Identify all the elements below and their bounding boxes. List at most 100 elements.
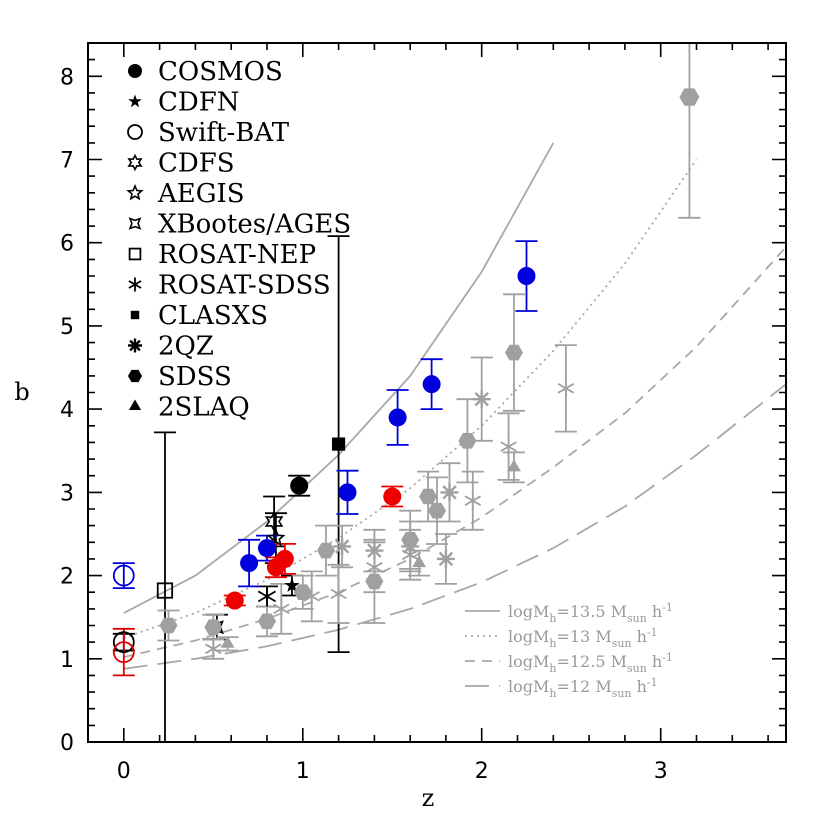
data-point-43: [419, 488, 438, 505]
data-point-48: [220, 635, 235, 648]
data-point-2: [112, 631, 135, 654]
y-tick-label: 8: [60, 65, 74, 90]
data-point-28: [500, 437, 517, 456]
y-tick-label: 0: [60, 731, 74, 756]
data-point-47: [679, 88, 700, 106]
axis-ticks: 0 1 2 3 0 1 2 3 4 5 6 7 8: [60, 42, 786, 784]
legend-marker-6: [128, 247, 142, 261]
data-point-15: [422, 375, 441, 394]
data-point-29: [557, 379, 575, 398]
data-point-31: [365, 541, 384, 560]
data-point-30: [333, 537, 352, 556]
y-tick-label: 7: [60, 149, 74, 174]
data-point-45: [458, 433, 477, 449]
tick-marks: [88, 42, 786, 743]
legend-marker-5: [128, 217, 142, 230]
data-point-34: [440, 483, 459, 502]
data-point-40: [317, 542, 335, 559]
data-point-46: [505, 344, 523, 361]
data-point-8: [331, 437, 346, 451]
x-tick-label: 1: [296, 759, 310, 784]
data-point-44: [428, 502, 446, 519]
data-point-3: [264, 510, 284, 533]
legend-label-5: XBootes/AGES: [158, 210, 351, 240]
data-point-41: [365, 573, 384, 590]
legend-marker-8: [130, 310, 140, 320]
y-tick-label: 1: [60, 648, 74, 673]
legend-label-2: Swift-BAT: [158, 118, 290, 148]
data-point-20: [383, 487, 402, 506]
error-bar-47: [678, 43, 701, 219]
y-tick-label: 2: [60, 565, 74, 590]
data-point-39: [293, 584, 312, 600]
legend-label-6: ROSAT-NEP: [158, 240, 316, 270]
y-tick-label: 5: [60, 315, 74, 340]
data-point-22: [273, 599, 290, 618]
data-point-49: [412, 555, 426, 568]
legend-marker-9: [128, 338, 142, 353]
model-curve-1: [123, 158, 698, 639]
legend-label-11: 2SLAQ: [158, 393, 250, 423]
legend-label-8: CLASXS: [158, 301, 268, 331]
data-point-21: [205, 639, 222, 658]
data-point-50: [507, 459, 521, 472]
data-point-1: [284, 577, 300, 592]
y-tick-label: 3: [60, 481, 74, 506]
data-point-24: [330, 584, 347, 603]
data-point-12: [257, 539, 276, 558]
legend-marker-2: [127, 124, 143, 140]
model-legend-label-1: logMh=13 Msun h-1: [508, 626, 658, 650]
data-point-16: [517, 267, 536, 285]
legend-label-3: CDFS: [158, 149, 235, 179]
legend-marker-7: [128, 277, 142, 292]
y-tick-label: 4: [60, 398, 74, 423]
model-legend-label-0: logMh=13.5 Msun h-1: [508, 601, 673, 625]
data-point-27: [464, 491, 482, 510]
x-tick-label: 3: [654, 759, 668, 784]
x-tick-label: 0: [117, 759, 131, 784]
data-point-37: [204, 619, 223, 635]
data-point-10: [112, 641, 135, 664]
legend-marker-11: [128, 399, 142, 410]
legend-marker-3: [127, 153, 143, 172]
model-legend-label-3: logMh=12 Msun h-1: [508, 676, 658, 700]
x-axis-label: z: [422, 784, 435, 812]
legend-marker-0: [128, 64, 142, 78]
legend-label-9: 2QZ: [158, 332, 214, 362]
data-point-17: [225, 591, 244, 610]
error-bar-9: [112, 562, 135, 589]
data-point-42: [401, 532, 420, 548]
x-tick-label: 2: [475, 759, 489, 784]
data-point-36: [159, 617, 178, 634]
y-axis-label: b: [14, 378, 29, 406]
data-point-19: [275, 549, 294, 568]
model-curve-3: [123, 383, 786, 670]
legend-label-7: ROSAT-SDSS: [158, 271, 331, 301]
data-point-13: [338, 483, 357, 502]
data-point-9: [112, 564, 135, 587]
legend-marker-4: [126, 183, 144, 201]
y-tick-label: 6: [60, 232, 74, 257]
data-point-11: [240, 554, 259, 573]
data-point-6: [156, 582, 174, 599]
legend-marker-10: [128, 369, 142, 383]
data-markers: [112, 88, 700, 664]
model-legend-label-2: logMh=12.5 Msun h-1: [508, 651, 673, 675]
data-point-7: [257, 586, 277, 607]
legend-label-1: CDFN: [158, 88, 240, 118]
legend-marker-1: [128, 94, 142, 108]
error-bars: [112, 43, 701, 743]
legend-label-0: COSMOS: [158, 57, 283, 87]
data-point-38: [258, 613, 276, 630]
data-point-35: [472, 390, 491, 409]
legend-label-4: AEGIS: [157, 179, 245, 209]
data-point-4: [266, 527, 286, 547]
data-point-0: [290, 476, 309, 495]
legend: COSMOSCDFNSwift-BATCDFSAEGISXBootes/AGES…: [126, 57, 351, 423]
data-point-33: [436, 549, 455, 568]
data-point-25: [366, 558, 383, 577]
data-point-14: [388, 408, 407, 427]
legend-label-10: SDSS: [158, 362, 232, 392]
